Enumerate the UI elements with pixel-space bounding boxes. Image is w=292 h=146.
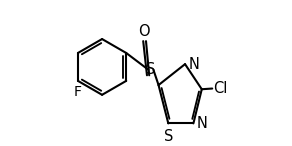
Text: S: S	[146, 62, 156, 77]
Text: N: N	[189, 57, 199, 72]
Text: Cl: Cl	[213, 81, 227, 96]
Text: S: S	[164, 129, 174, 144]
Text: O: O	[138, 24, 150, 39]
Text: N: N	[197, 116, 208, 131]
Text: F: F	[73, 85, 81, 99]
